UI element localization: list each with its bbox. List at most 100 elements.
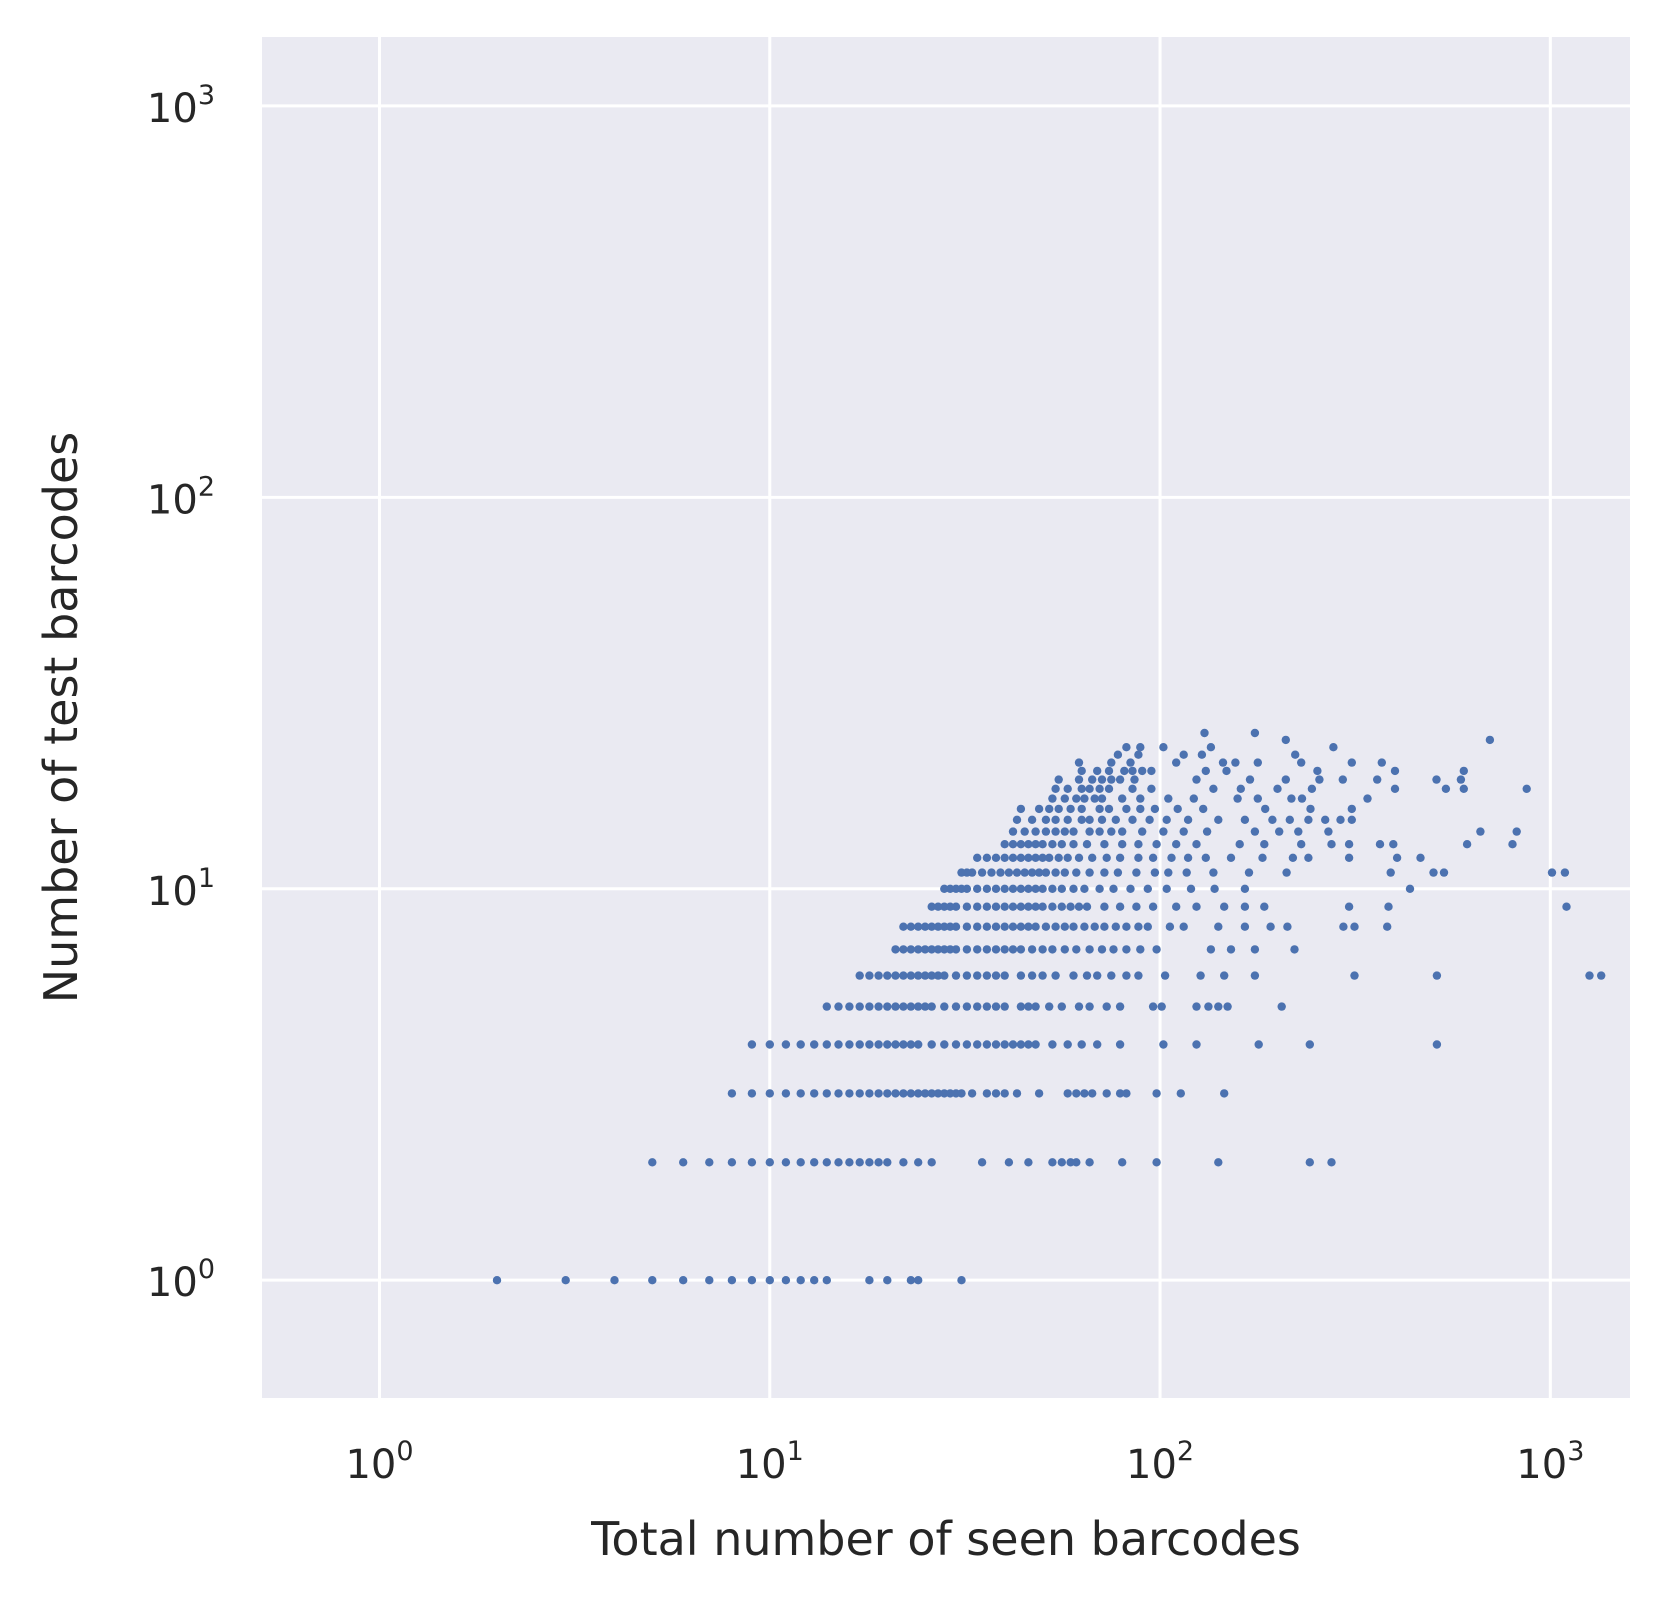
data-point <box>1164 794 1173 803</box>
data-point <box>1107 971 1116 980</box>
data-point <box>1082 902 1092 911</box>
data-point <box>1024 1158 1033 1167</box>
data-point <box>1080 884 1089 893</box>
data-point <box>1085 868 1094 877</box>
data-point <box>906 945 916 954</box>
data-point <box>765 1089 774 1098</box>
data-point <box>1167 853 1176 862</box>
data-point <box>810 1089 819 1098</box>
data-point <box>855 1040 864 1049</box>
data-point <box>1336 815 1345 824</box>
data-point <box>822 1276 831 1285</box>
data-point <box>1082 971 1092 980</box>
data-point <box>940 945 949 954</box>
data-point <box>1107 775 1116 784</box>
data-point <box>1063 1040 1072 1049</box>
data-point <box>933 922 943 931</box>
data-point <box>810 1040 819 1049</box>
data-point <box>1226 945 1236 954</box>
data-point <box>1305 1158 1315 1167</box>
data-point <box>914 1089 923 1098</box>
data-point <box>1120 766 1129 776</box>
data-point <box>1115 1089 1125 1098</box>
data-point <box>1048 794 1057 803</box>
data-point <box>845 1002 854 1011</box>
data-point <box>1186 884 1196 893</box>
data-point <box>1016 1040 1026 1049</box>
data-point <box>1000 1040 1009 1049</box>
data-point <box>927 945 936 954</box>
data-point <box>822 1040 831 1049</box>
data-point <box>727 1276 737 1285</box>
data-point <box>1136 794 1145 803</box>
data-point <box>940 922 949 931</box>
data-point <box>1304 815 1313 824</box>
data-point <box>1223 1002 1232 1011</box>
data-point <box>1344 840 1354 849</box>
data-point <box>1182 868 1191 877</box>
data-point <box>1405 884 1415 893</box>
data-point <box>982 922 992 931</box>
data-point <box>1244 868 1254 877</box>
data-point <box>1045 1002 1054 1011</box>
data-point <box>1288 853 1298 862</box>
data-point <box>1508 840 1517 849</box>
x-tick-label: 102 <box>1126 1436 1194 1488</box>
data-point <box>940 1089 949 1098</box>
data-point <box>927 922 936 931</box>
data-point <box>991 971 1001 980</box>
data-point <box>1034 1089 1044 1098</box>
data-point <box>1118 827 1127 836</box>
data-point <box>1160 971 1170 980</box>
data-point <box>920 1089 930 1098</box>
data-point <box>991 902 1001 911</box>
data-point <box>927 971 936 980</box>
data-point <box>991 1002 1001 1011</box>
data-point <box>1063 853 1072 862</box>
data-point <box>914 1002 923 1011</box>
data-point <box>982 902 992 911</box>
data-point <box>1512 827 1521 836</box>
data-point <box>1060 794 1070 803</box>
data-point <box>765 1158 774 1167</box>
data-point <box>1090 922 1099 931</box>
data-point <box>834 1158 843 1167</box>
data-point <box>951 971 961 980</box>
data-point <box>1143 884 1153 893</box>
data-point <box>1077 784 1086 793</box>
data-point <box>1253 758 1263 767</box>
data-point <box>1147 766 1156 776</box>
data-point <box>951 1040 961 1049</box>
data-point <box>933 945 943 954</box>
data-point <box>1162 884 1171 893</box>
data-point <box>1261 804 1270 814</box>
data-point <box>1051 815 1060 824</box>
data-point <box>561 1276 570 1285</box>
data-point <box>1315 775 1324 784</box>
data-point <box>973 945 982 954</box>
data-point <box>1290 945 1299 954</box>
data-point <box>1051 784 1060 793</box>
data-point <box>1297 794 1307 803</box>
data-point <box>1038 853 1047 862</box>
data-point <box>1392 853 1402 862</box>
data-point <box>810 1158 819 1167</box>
data-point <box>1024 902 1033 911</box>
data-point <box>1266 922 1275 931</box>
data-point <box>1148 853 1158 862</box>
data-point <box>1085 1002 1094 1011</box>
data-point <box>906 1089 916 1098</box>
data-point <box>973 1002 982 1011</box>
data-point <box>982 1002 992 1011</box>
data-point <box>899 971 908 980</box>
data-point <box>1164 868 1173 877</box>
data-point <box>962 971 972 980</box>
data-point <box>1107 827 1116 836</box>
data-point <box>1012 815 1022 824</box>
data-point <box>1095 804 1104 814</box>
data-point <box>1057 902 1067 911</box>
data-point <box>1115 1040 1125 1049</box>
data-point <box>1088 775 1097 784</box>
data-point <box>1063 784 1072 793</box>
data-point <box>1165 922 1175 931</box>
